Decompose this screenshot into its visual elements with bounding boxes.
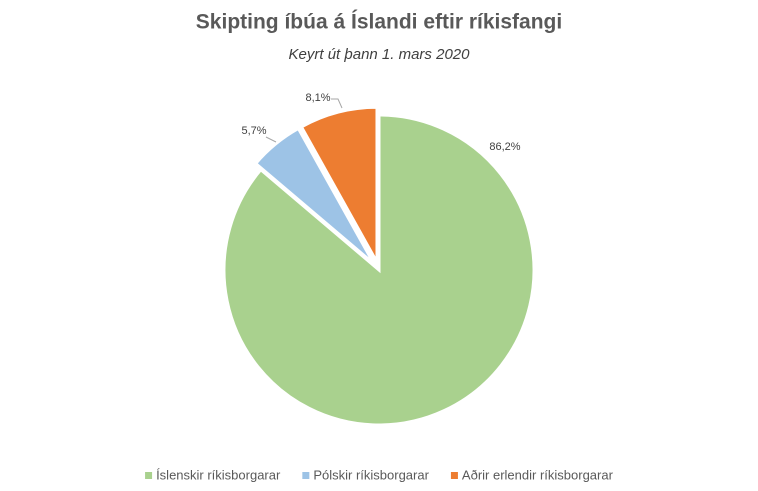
legend-swatch — [302, 472, 310, 479]
legend-swatch — [145, 472, 153, 479]
leader-line — [331, 98, 343, 109]
pie-slice — [253, 126, 376, 265]
pie-slice — [222, 113, 536, 427]
legend-swatch — [450, 472, 458, 479]
legend-label: Aðrir erlendir ríkisborgarar — [462, 467, 614, 482]
chart-subtitle: Keyrt út þann 1. mars 2020 — [289, 46, 471, 63]
data-label: 86,2% — [489, 141, 520, 153]
leader-line — [265, 136, 277, 143]
legend-label: Íslenskir ríkisborgarar — [156, 467, 281, 482]
pie-slice — [299, 105, 379, 269]
data-label: 8,1% — [305, 92, 330, 104]
chart-title: Skipting íbúa á Íslandi eftir ríkisfangi — [196, 11, 562, 34]
legend-label: Pólskir ríkisborgarar — [313, 467, 429, 482]
data-label: 5,7% — [241, 125, 266, 137]
